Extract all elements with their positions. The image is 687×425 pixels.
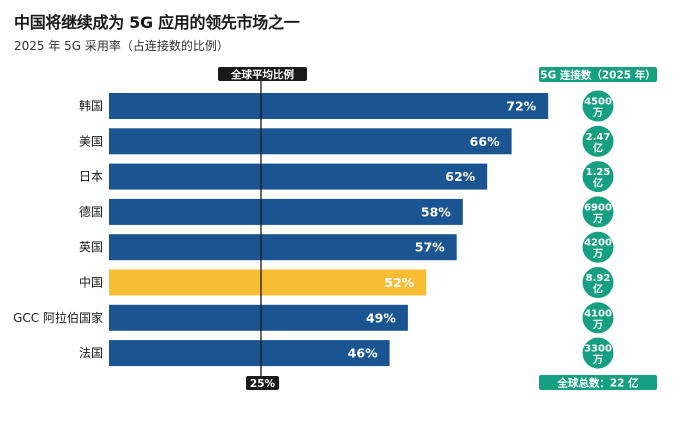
bar-6 [109, 304, 408, 331]
reference-line-label-pill [218, 67, 307, 81]
connections-unit-3: 万 [592, 213, 603, 225]
total-pill [539, 375, 657, 390]
bar-0 [109, 93, 549, 119]
category-label-4: 英国 [79, 240, 103, 254]
connections-unit-1: 亿 [593, 141, 603, 154]
connections-header: 5G 连接数（2025 年） [540, 69, 655, 82]
connections-circle-1 [582, 125, 614, 157]
value-label-5: 52% [384, 275, 414, 290]
bar-3 [109, 198, 463, 225]
bar-7 [109, 340, 390, 367]
value-label-6: 49% [366, 310, 396, 325]
bar-1 [109, 128, 512, 155]
connections-number-5: 8.92 [586, 273, 611, 284]
value-label-4: 57% [415, 240, 445, 255]
connections-circle-5 [582, 267, 614, 298]
chart-subtitle: 2025 年 5G 采用率（占连接数的比例） [14, 39, 229, 53]
chart-title: 中国将继续成为 5G 应用的领先市场之一 [14, 13, 300, 32]
connections-unit-2: 亿 [593, 177, 603, 190]
reference-line-label: 全球平均比例 [230, 68, 294, 81]
value-label-1: 66% [470, 134, 500, 149]
connections-number-7: 3300 [584, 344, 612, 355]
connections-unit-5: 亿 [593, 283, 603, 296]
category-label-2: 日本 [79, 170, 103, 184]
value-label-2: 62% [445, 169, 475, 184]
connections-circle-6 [582, 302, 614, 334]
connections-unit-0: 万 [592, 107, 603, 119]
connections-number-0: 4500 [584, 97, 612, 108]
value-label-7: 46% [348, 346, 378, 361]
connections-circle-0 [582, 90, 614, 122]
bar-2 [109, 163, 488, 190]
reference-value-pill [246, 376, 279, 390]
bar-4 [109, 234, 457, 261]
connections-circle-3 [582, 196, 614, 228]
connections-circle-2 [582, 161, 614, 193]
connections-header-pill [539, 67, 657, 82]
connections-unit-7: 万 [592, 354, 603, 366]
bar-5 [109, 269, 427, 296]
connections-unit-4: 万 [592, 248, 603, 260]
connections-circle-7 [582, 337, 614, 369]
category-label-6: GCC 阿拉伯国家 [13, 310, 103, 325]
connections-number-4: 4200 [584, 238, 612, 249]
connections-circle-4 [582, 231, 614, 263]
reference-value-label: 25% [250, 378, 276, 390]
category-label-1: 美国 [79, 134, 103, 148]
connections-number-2: 1.25 [586, 167, 611, 178]
category-label-3: 德国 [79, 204, 103, 219]
category-label-5: 中国 [79, 275, 103, 290]
total-label: 全球总数：22 亿 [556, 377, 639, 390]
connections-number-6: 4100 [584, 308, 612, 319]
value-label-3: 58% [421, 204, 451, 219]
connections-unit-6: 万 [592, 319, 603, 331]
connections-number-3: 6900 [584, 202, 612, 213]
connections-number-1: 2.47 [586, 132, 611, 143]
value-label-0: 72% [506, 99, 536, 114]
category-label-0: 韩国 [79, 98, 103, 113]
category-label-7: 法国 [79, 346, 103, 360]
